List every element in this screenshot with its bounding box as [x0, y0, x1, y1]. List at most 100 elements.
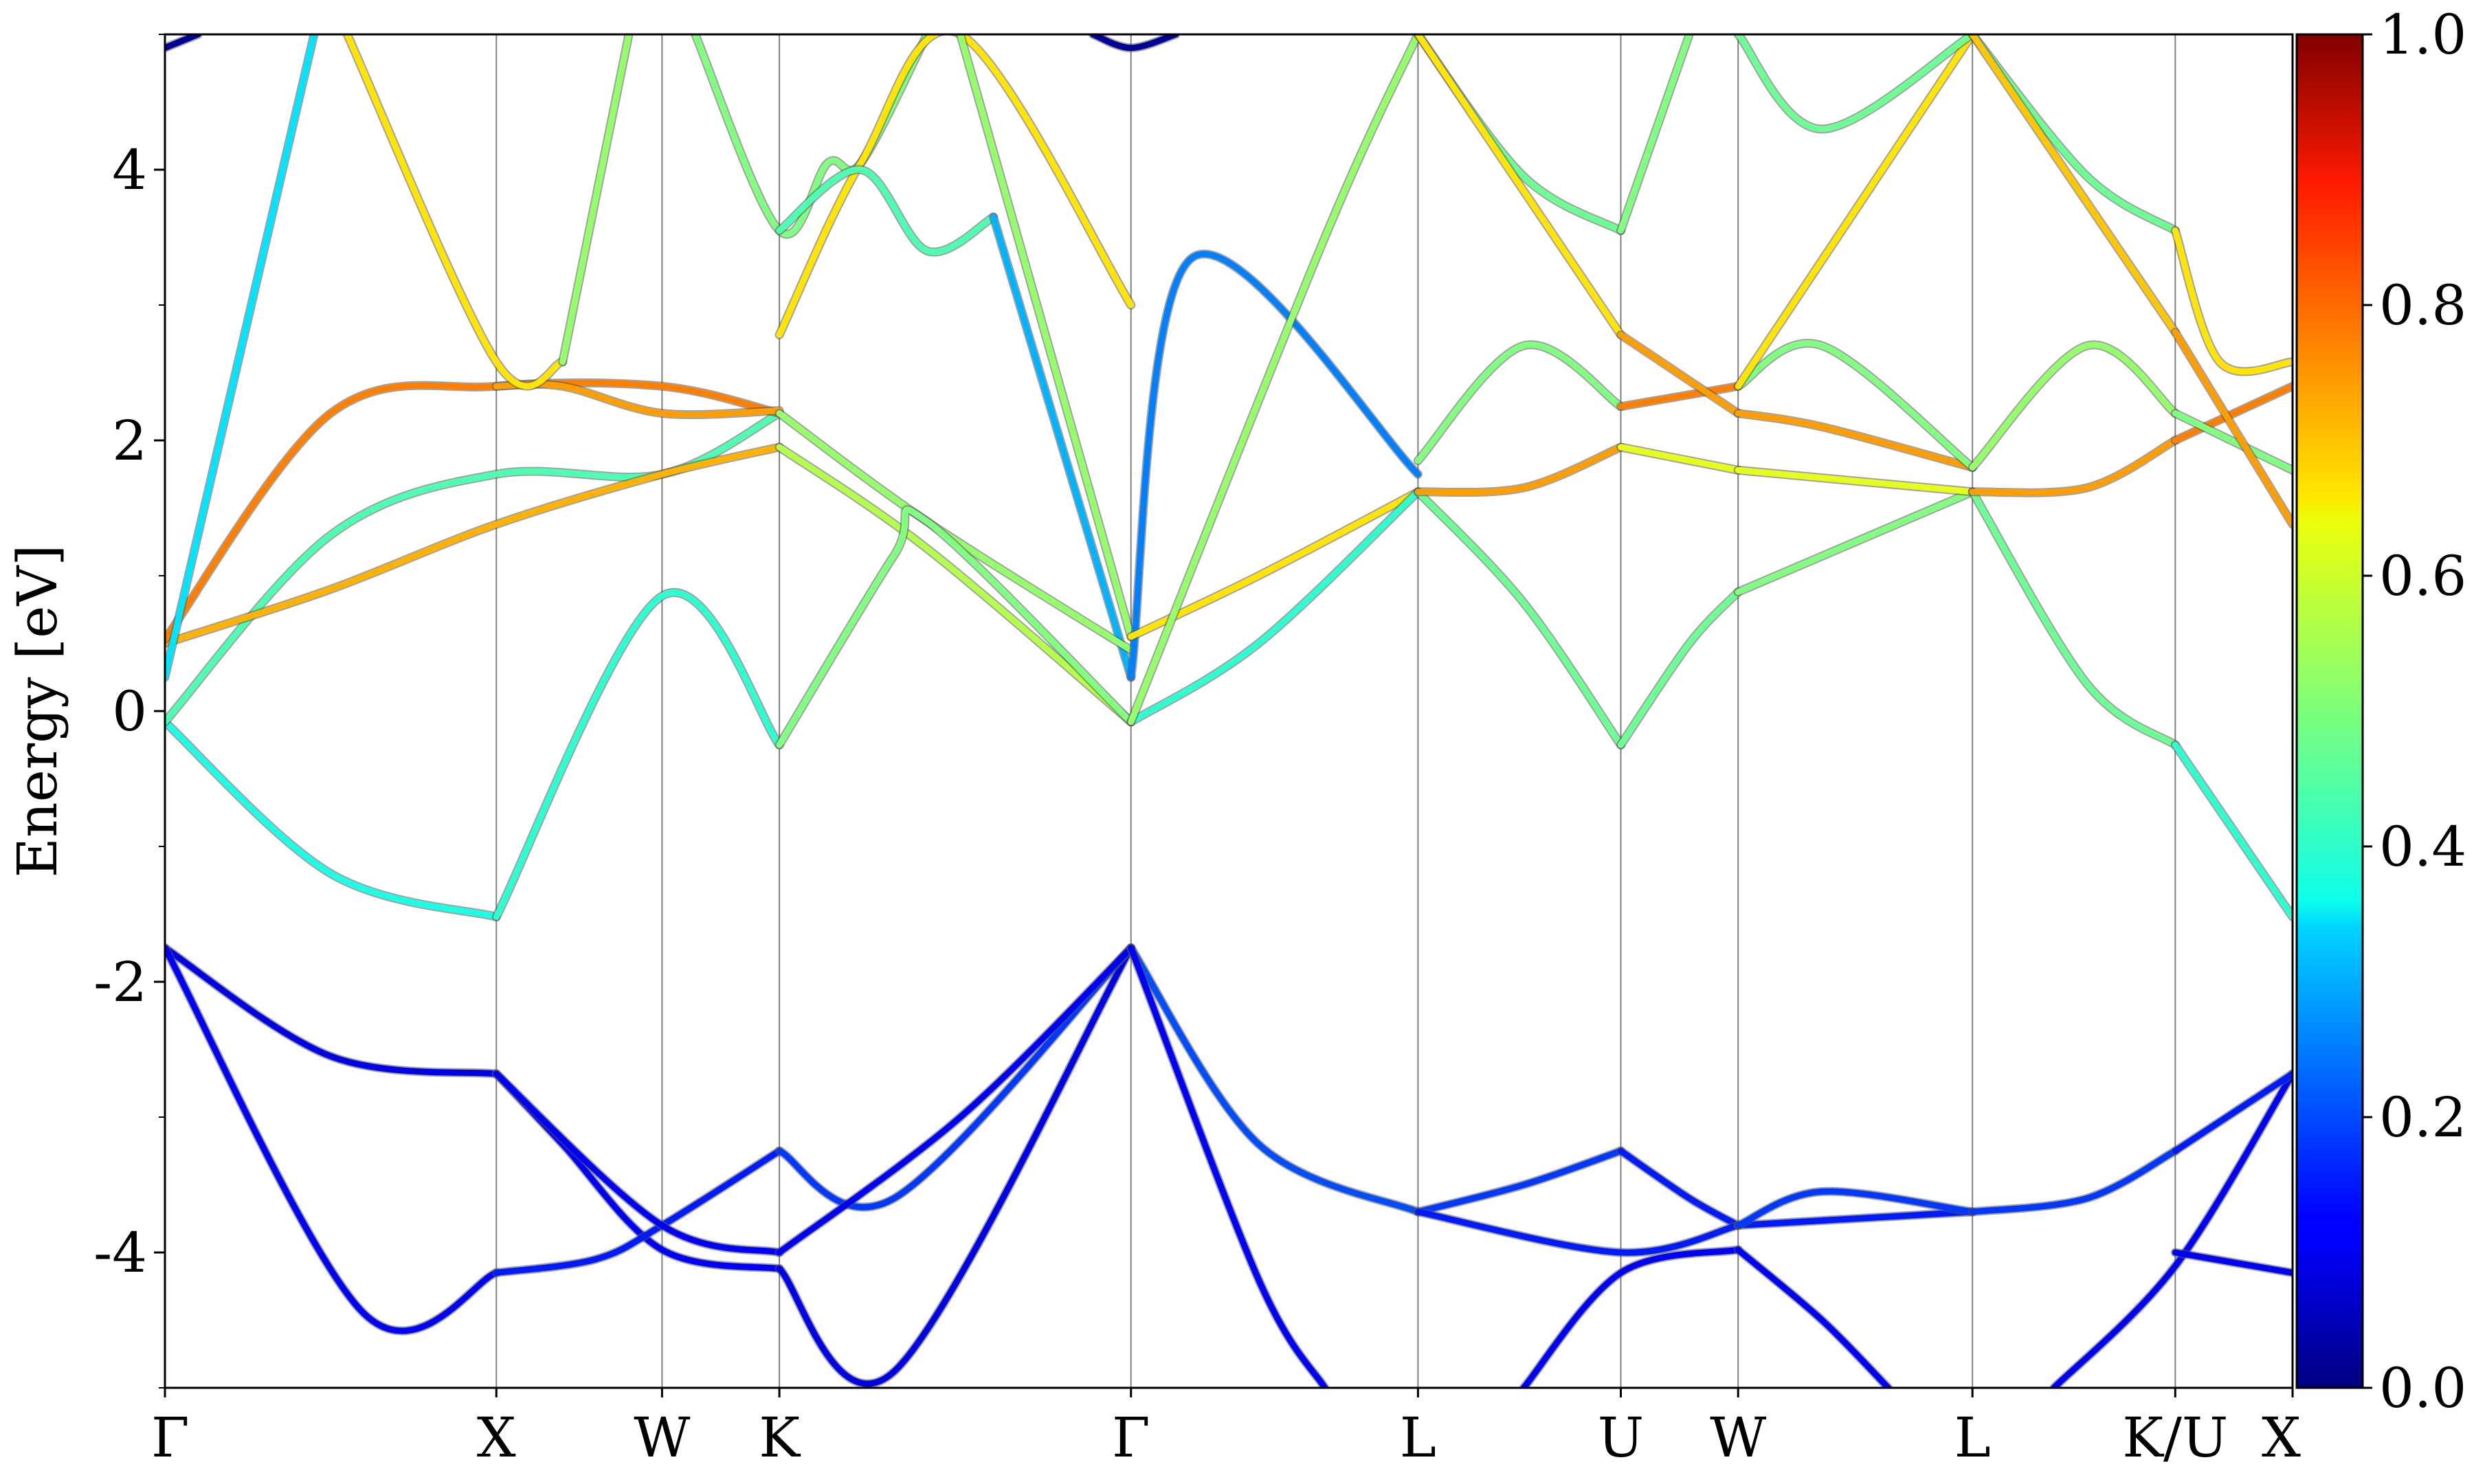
band-line	[1128, 488, 1421, 640]
band-line	[776, 166, 997, 256]
x-tick-label: L	[1954, 1406, 1991, 1470]
band-series	[1126, 34, 1423, 727]
band-line	[1089, 34, 1179, 52]
band-line	[1969, 34, 2178, 335]
band-line	[2172, 328, 2293, 528]
band-line	[1414, 341, 1624, 464]
band-series	[1968, 34, 2180, 236]
x-tick-label: W	[634, 1406, 690, 1470]
band-line	[2051, 1070, 2293, 1388]
band-series	[1616, 442, 1743, 475]
band-series	[2170, 1069, 2293, 1156]
band-line	[1969, 341, 2178, 471]
band-series	[1968, 1146, 2180, 1217]
band-line	[1128, 945, 1421, 1215]
band-series	[774, 165, 999, 257]
band-series	[1519, 1245, 1743, 1388]
band-line	[1735, 410, 1976, 471]
band-series	[342, 34, 568, 391]
band-series	[774, 943, 1136, 1388]
band-line-outline	[1968, 487, 2180, 750]
band-line	[165, 719, 500, 920]
band-series	[1088, 34, 1181, 53]
band-line	[1414, 1208, 1741, 1256]
colorbar: 0.0 0.2 0.4 0.6 0.8 1.0	[2295, 3, 2466, 1420]
colorbar-tick-label: 0.2	[2379, 1086, 2466, 1149]
band-series	[774, 943, 1136, 1257]
band-series	[1413, 34, 1625, 236]
band-line	[493, 1147, 783, 1277]
band-series	[491, 1146, 784, 1278]
y-tick-label: -4	[93, 1221, 147, 1285]
band-series	[1968, 436, 2180, 497]
y-tick-label: 0	[112, 679, 147, 743]
band-line	[776, 945, 1135, 1256]
band-line	[776, 506, 1135, 748]
colorbar-tick-label: 0.8	[2379, 273, 2466, 337]
band-series	[1616, 34, 1694, 236]
band-series	[2170, 327, 2293, 529]
band-series	[165, 409, 784, 727]
band-series	[1616, 587, 1743, 750]
band-line	[1414, 1147, 1624, 1215]
band-series	[1733, 339, 1977, 472]
band-series	[2049, 1069, 2293, 1388]
band-series	[1968, 340, 2180, 472]
band-line	[1969, 488, 2178, 748]
band-series	[1413, 1207, 1743, 1257]
band-line	[2172, 1070, 2293, 1154]
band-line-outline	[342, 34, 568, 391]
band-line	[1520, 1246, 1741, 1388]
band-line-outline	[165, 717, 501, 921]
band-series	[165, 378, 784, 644]
band-line	[2172, 227, 2293, 375]
band-series	[1413, 340, 1625, 466]
x-tick-label: K	[759, 1406, 801, 1470]
band-line	[1735, 488, 1976, 596]
band-series	[1126, 943, 1330, 1388]
band-line	[2172, 741, 2293, 920]
band-series	[165, 717, 501, 921]
band-line	[165, 34, 317, 681]
band-line-outline	[1968, 436, 2180, 497]
band-series	[1126, 487, 1423, 727]
band-series	[774, 442, 1136, 727]
band-line	[776, 945, 1135, 1211]
x-tick-label: X	[477, 1406, 516, 1470]
band-series	[1733, 1187, 1977, 1230]
band-line	[344, 34, 566, 390]
x-tick-label: Γ	[151, 1406, 190, 1470]
band-line	[165, 945, 500, 1077]
x-tick-label: W	[1710, 1406, 1766, 1470]
band-series	[2170, 409, 2293, 475]
band-line-outline	[1968, 340, 2180, 472]
x-tick-label: K/U	[2122, 1406, 2228, 1470]
band-line	[1735, 1188, 1976, 1229]
band-line	[165, 379, 783, 643]
y-tick-label: 4	[112, 138, 147, 202]
band-series	[1733, 465, 1977, 497]
band-series	[774, 943, 1136, 1212]
colorbar-tick-label: 0.0	[2379, 1356, 2466, 1420]
band-series	[1968, 487, 2180, 750]
y-tick-label: -2	[93, 950, 147, 1014]
band-line-outline	[1126, 943, 1423, 1217]
band-series	[1413, 487, 1625, 750]
band-line	[1414, 34, 1624, 234]
band-line	[1617, 589, 1741, 748]
band-series	[1733, 1207, 1977, 1230]
band-series	[1733, 34, 1977, 134]
plot-frame	[164, 33, 2294, 1389]
y-tick-label: 2	[112, 409, 147, 473]
band-series	[165, 34, 319, 682]
band-line-outline	[491, 588, 784, 921]
band-line-outline	[1413, 487, 1625, 750]
band-series	[2170, 1248, 2293, 1278]
band-line	[2172, 1249, 2293, 1277]
x-tick-label: U	[1598, 1406, 1644, 1470]
x-axis: Γ X W K Γ L U W L K/U X	[151, 1388, 2301, 1470]
band-line-outline	[2049, 1069, 2293, 1388]
band-line	[1128, 945, 1328, 1388]
band-line	[1617, 331, 1741, 417]
